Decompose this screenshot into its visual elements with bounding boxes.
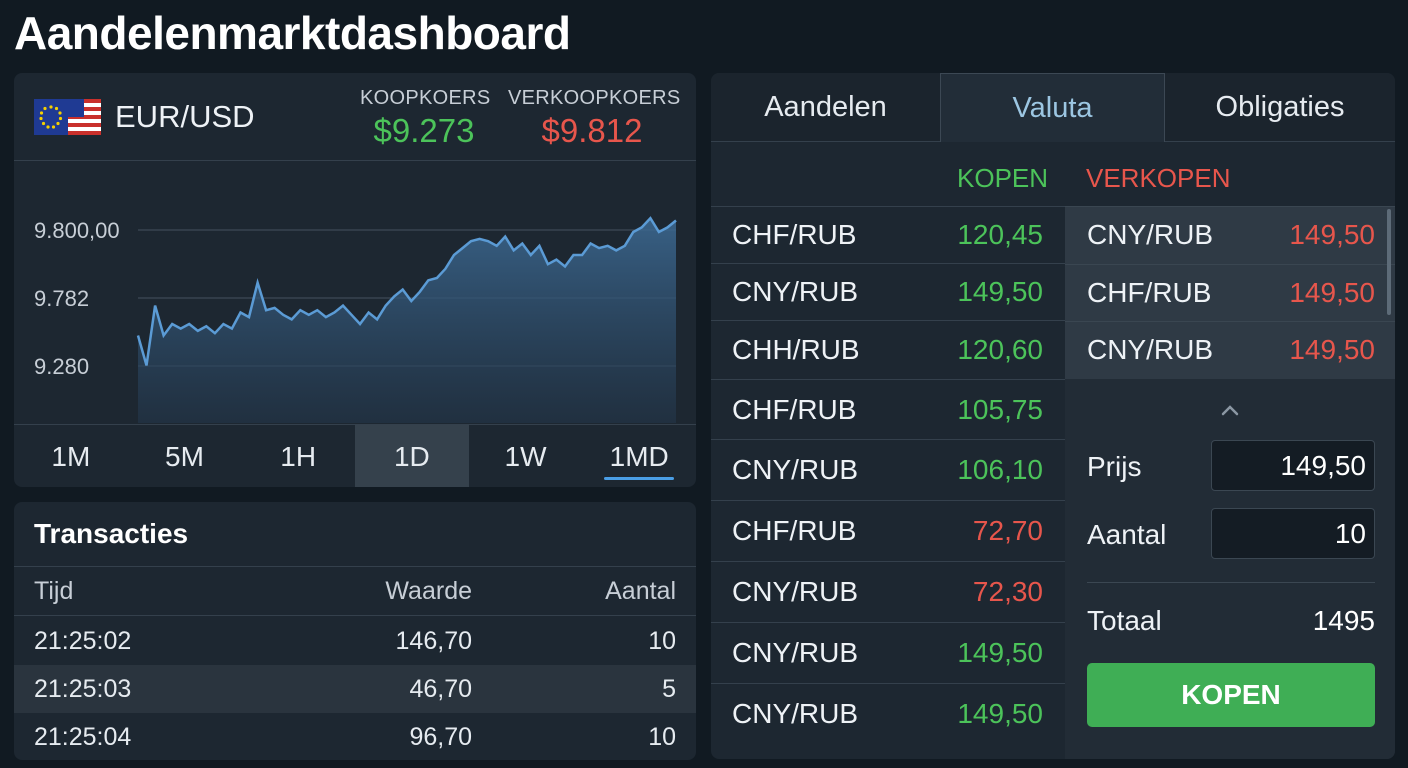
page-title: Aandelenmarktdashboard xyxy=(14,7,571,59)
market-pair: CNY/RUB xyxy=(732,276,859,307)
market-pair: CHF/RUB xyxy=(1087,276,1212,308)
market-buy-row[interactable]: CHH/RUB 120,60 xyxy=(711,320,1065,379)
market-buy-row[interactable]: CHF/RUB 105,75 xyxy=(711,379,1065,439)
market-column-headers: KOPEN VERKOPEN xyxy=(711,163,1395,207)
timeframe-1d[interactable]: 1D xyxy=(355,425,469,487)
market-price: 120,60 xyxy=(957,334,1043,365)
price-label: Prijs xyxy=(1087,451,1142,482)
market-buy-row[interactable]: CNY/RUB 106,10 xyxy=(711,439,1065,500)
market-buy-row[interactable]: CNY/RUB 149,50 xyxy=(711,683,1065,744)
y-tick-label: 9.280 xyxy=(34,354,89,379)
buy-quote-label: KOOPKOERS xyxy=(360,87,491,109)
market-buy-row[interactable]: CNY/RUB 149,50 xyxy=(711,263,1065,320)
price-line xyxy=(136,216,677,366)
market-price: 106,10 xyxy=(957,454,1043,485)
timeframe-selector: 1M 5M 1H 1D 1W 1MD xyxy=(14,424,696,487)
market-pair: CHF/RUB xyxy=(732,515,857,546)
y-tick-label: 9.782 xyxy=(34,286,89,311)
market-sell-row[interactable]: CNY/RUB 149,50 xyxy=(1065,206,1395,264)
timeframe-1w[interactable]: 1W xyxy=(504,441,547,472)
column-time: Tijd xyxy=(34,576,74,605)
chevron-up-icon[interactable] xyxy=(1218,399,1242,423)
sell-heading: VERKOPEN xyxy=(1086,163,1231,193)
tx-qty: 10 xyxy=(648,722,676,751)
market-price: 149,50 xyxy=(1289,276,1375,308)
column-value: Waarde xyxy=(385,576,472,605)
table-row: 21:25:02 146,70 10 xyxy=(14,617,696,665)
market-pair: CHF/RUB xyxy=(732,219,857,250)
market-sell-row[interactable]: CHF/RUB 149,50 xyxy=(1065,263,1395,322)
tx-time: 21:25:03 xyxy=(34,674,132,703)
market-buy-row[interactable]: CNY/RUB 72,30 xyxy=(711,561,1065,622)
y-tick-label: 9.800,00 xyxy=(34,218,120,243)
timeframe-5m[interactable]: 5M xyxy=(165,441,204,472)
timeframe-1m[interactable]: 1M xyxy=(51,441,91,472)
table-row: 21:25:03 46,70 5 xyxy=(14,665,696,713)
transactions-title: Transacties xyxy=(34,518,189,549)
transactions-header: Tijd Waarde Aantal xyxy=(14,566,696,616)
price-area xyxy=(138,218,676,423)
table-row: 21:25:04 96,70 10 xyxy=(14,713,696,760)
total-value: 1495 xyxy=(1312,605,1375,636)
order-form: Prijs Aantal Totaal 1495 KOPEN xyxy=(1065,379,1395,759)
market-pair: CNY/RUB xyxy=(732,637,859,668)
tab-aandelen[interactable]: Aandelen xyxy=(711,73,940,142)
tx-value: 146,70 xyxy=(395,626,472,655)
sell-list: CNY/RUB 149,50 CHF/RUB 149,50 CNY/RUB 149,50 xyxy=(1065,206,1395,379)
market-price: 120,45 xyxy=(957,219,1043,250)
market-pair: CNY/RUB xyxy=(1087,219,1214,251)
tx-qty: 10 xyxy=(648,626,676,655)
market-price: 149,50 xyxy=(957,637,1043,668)
market-price: 149,50 xyxy=(957,276,1043,307)
buy-list: CHF/RUB 120,45 CNY/RUB 149,50 CHH/RUB 120,60 C… xyxy=(711,206,1065,744)
tab-obligaties[interactable]: Obligaties xyxy=(1165,73,1395,142)
market-pair: CNY/RUB xyxy=(732,454,859,485)
pair-header: EUR/USD KOOPKOERS $9.273 VERKOOPKOERS $9… xyxy=(14,73,696,161)
market-buy-row[interactable]: CNY/RUB 149,50 xyxy=(711,622,1065,683)
market-price: 105,75 xyxy=(957,393,1043,425)
column-qty: Aantal xyxy=(605,576,676,605)
market-price: 149,50 xyxy=(957,698,1043,729)
market-pair: CHH/RUB xyxy=(732,334,860,365)
pair-chart-panel: EUR/USD KOOPKOERS $9.273 VERKOOPKOERS $9… xyxy=(14,73,696,487)
market-price: 72,30 xyxy=(972,576,1043,607)
market-price: 149,50 xyxy=(1289,334,1375,366)
market-pair: CNY/RUB xyxy=(732,576,859,607)
sell-quote: VERKOOPKOERS $9.812 xyxy=(508,87,681,150)
quantity-input[interactable] xyxy=(1211,508,1375,559)
market-pair: CNY/RUB xyxy=(1087,334,1214,366)
order-divider xyxy=(1087,582,1375,583)
buy-button[interactable]: KOPEN xyxy=(1087,663,1375,727)
price-chart: 9.800,00 9.782 9.280 xyxy=(34,216,677,423)
tab-valuta[interactable]: Valuta xyxy=(940,73,1165,142)
market-tabs: Aandelen Valuta Obligaties xyxy=(711,73,1395,142)
transactions-panel: Transacties Tijd Waarde Aantal 21:25:02 … xyxy=(14,502,696,760)
market-price: 72,70 xyxy=(972,515,1043,546)
tx-value: 46,70 xyxy=(409,674,472,703)
tx-time: 21:25:02 xyxy=(34,626,132,655)
sell-list-scrollbar[interactable] xyxy=(1387,209,1391,315)
market-pair: CHF/RUB xyxy=(732,393,857,425)
price-input[interactable] xyxy=(1211,440,1375,491)
market-price: 149,50 xyxy=(1289,219,1375,251)
market-buy-row[interactable]: CHF/RUB 72,70 xyxy=(711,500,1065,561)
timeframe-1md[interactable]: 1MD xyxy=(582,425,696,487)
buy-quote-value: $9.273 xyxy=(373,112,475,149)
sell-quote-value: $9.812 xyxy=(541,112,643,149)
timeframe-1h[interactable]: 1H xyxy=(280,441,317,472)
buy-quote: KOOPKOERS $9.273 xyxy=(360,87,491,150)
market-pair: CNY/RUB xyxy=(732,698,859,729)
pair-name: EUR/USD xyxy=(115,99,255,134)
market-buy-row[interactable]: CHF/RUB 120,45 xyxy=(711,206,1065,263)
tx-time: 21:25:04 xyxy=(34,722,132,751)
market-panel: Aandelen Valuta Obligaties KOPEN VERKOPE… xyxy=(711,73,1395,759)
total-label: Totaal xyxy=(1087,605,1162,636)
eu-us-flag-icon xyxy=(34,99,101,135)
quantity-label: Aantal xyxy=(1087,519,1167,550)
tx-value: 96,70 xyxy=(409,722,472,751)
sell-quote-label: VERKOOPKOERS xyxy=(508,87,681,109)
buy-heading: KOPEN xyxy=(957,163,1049,193)
market-sell-row[interactable]: CNY/RUB 149,50 xyxy=(1065,321,1395,379)
tx-qty: 5 xyxy=(662,674,676,703)
